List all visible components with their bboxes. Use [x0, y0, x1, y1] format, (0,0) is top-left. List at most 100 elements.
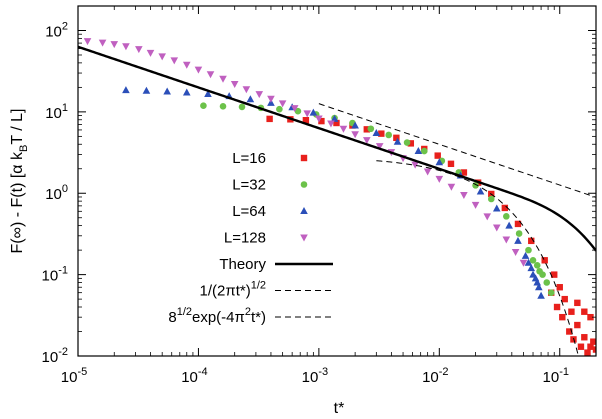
data-point: [584, 349, 591, 356]
data-point: [194, 66, 203, 74]
data-point: [574, 299, 581, 307]
data-point: [318, 117, 325, 125]
data-point: [533, 278, 542, 286]
data-point: [163, 87, 171, 95]
legend-entry: Theory: [219, 256, 333, 273]
data-point: [330, 114, 339, 122]
data-point: [581, 308, 588, 315]
x-axis-title: t*: [334, 400, 345, 417]
data-point: [483, 213, 492, 221]
data-point: [362, 137, 371, 145]
legend-marker: [300, 181, 308, 188]
data-point: [351, 121, 359, 129]
y-tick-label: 10-1: [42, 265, 68, 285]
data-point: [587, 313, 594, 321]
data-point: [514, 220, 522, 228]
data-point: [146, 49, 155, 57]
data-point: [511, 248, 520, 256]
legend-label: 81/2exp(-4π2t*): [168, 306, 266, 326]
data-point: [435, 175, 444, 183]
data-point: [519, 259, 528, 267]
data-point: [158, 53, 166, 61]
data-point: [534, 283, 543, 291]
legend-label: L=128: [224, 230, 266, 247]
data-point: [505, 221, 513, 229]
legend-layer: L=16 L=32 L=64 L=128 Theory 1/(2πt*)1/2 81/2ex…: [168, 150, 333, 326]
data-point: [276, 105, 283, 113]
y-axis-label: F(∞) - F(t) [α kBT / L]: [9, 108, 30, 253]
data-point: [537, 291, 545, 299]
data-point: [547, 289, 555, 296]
data-point: [363, 126, 370, 133]
data-point: [98, 39, 107, 47]
data-point: [566, 328, 573, 335]
data-point: [447, 183, 456, 191]
data-point: [529, 270, 537, 278]
data-point: [278, 100, 287, 108]
data-point: [83, 38, 92, 46]
data-point: [267, 95, 275, 103]
data-point: [246, 95, 255, 103]
data-point: [367, 125, 375, 133]
data-point: [339, 125, 348, 133]
y-tick-label: 101: [45, 102, 68, 122]
legend-label: 1/(2πt*)1/2: [200, 280, 267, 300]
data-point: [460, 192, 468, 200]
data-point: [372, 129, 381, 137]
data-point: [471, 201, 480, 209]
long-time-asymptote-line: [376, 160, 579, 356]
data-point: [204, 89, 212, 97]
x-tick-label: 10-3: [302, 366, 328, 386]
data-point: [503, 213, 510, 220]
x-axis-label: t*: [334, 400, 345, 417]
data-point: [577, 343, 585, 350]
data-point: [556, 284, 563, 291]
data-point: [302, 117, 310, 124]
legend-label: L=16: [232, 150, 266, 167]
series-l-64: [122, 86, 545, 299]
legend-entry: L=16: [232, 150, 308, 167]
data-point: [242, 86, 251, 94]
data-point: [206, 71, 215, 79]
data-point: [559, 313, 566, 321]
data-point: [529, 256, 537, 264]
data-point: [182, 61, 191, 69]
data-point: [333, 119, 340, 127]
data-point: [393, 134, 400, 142]
data-point: [375, 143, 384, 151]
data-point: [290, 105, 299, 113]
data-point: [411, 161, 419, 169]
series-l-16: [266, 115, 596, 356]
data-point: [574, 321, 581, 329]
data-point: [587, 343, 594, 350]
legend-label: L=32: [232, 177, 266, 194]
data-point: [543, 279, 551, 286]
data-point: [536, 267, 543, 275]
data-point: [200, 102, 207, 110]
data-point: [527, 264, 536, 272]
short-time-asymptote-line: [318, 103, 596, 198]
x-tick-label: 10-5: [61, 366, 87, 386]
data-point: [541, 257, 548, 264]
data-point: [303, 110, 312, 118]
data-point: [294, 107, 302, 115]
data-point: [327, 120, 335, 128]
series-l-128: [83, 38, 528, 267]
data-point: [315, 115, 323, 123]
data-point: [414, 147, 423, 155]
data-point: [492, 224, 501, 232]
data-point: [525, 246, 532, 254]
legend-label: Theory: [219, 256, 266, 273]
data-point: [514, 236, 522, 244]
tick-layer: 10-5 10-4 10-3 10-2 10-1 10-2 10-1 100 101 102: [42, 5, 597, 386]
data-point: [170, 57, 179, 65]
data-point: [447, 160, 455, 168]
data-point: [581, 334, 588, 341]
x-tick-label: 10-4: [181, 366, 207, 386]
data-point: [476, 187, 485, 195]
curve-layer: [78, 45, 596, 356]
data-point: [528, 237, 535, 245]
data-point: [553, 303, 561, 311]
x-tick-label: 10-1: [543, 366, 569, 386]
